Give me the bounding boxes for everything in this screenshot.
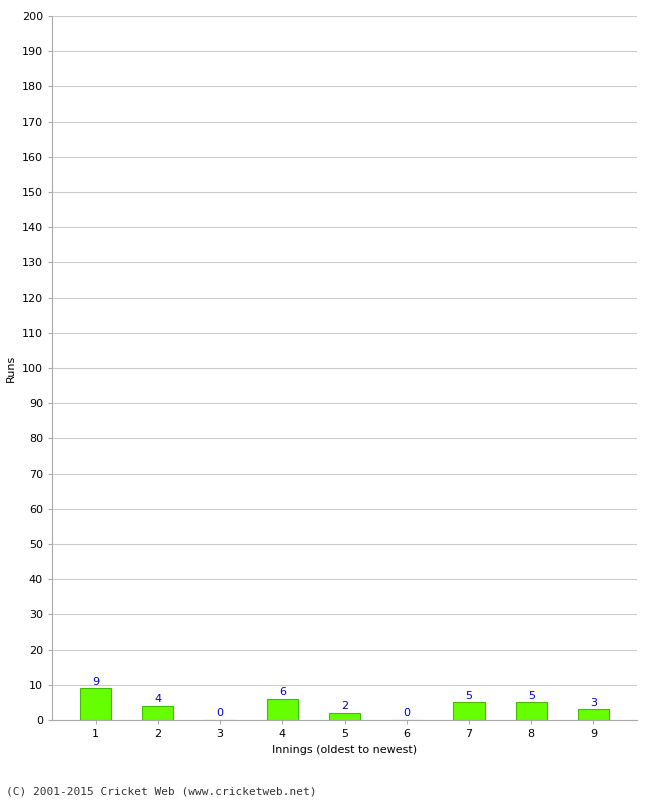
Text: (C) 2001-2015 Cricket Web (www.cricketweb.net): (C) 2001-2015 Cricket Web (www.cricketwe… — [6, 786, 317, 796]
Bar — [80, 688, 111, 720]
Y-axis label: Runs: Runs — [6, 354, 16, 382]
Bar — [515, 702, 547, 720]
Bar — [578, 710, 609, 720]
Text: 6: 6 — [279, 687, 286, 697]
Bar — [329, 713, 360, 720]
Bar — [266, 699, 298, 720]
Text: 2: 2 — [341, 701, 348, 711]
Text: 5: 5 — [465, 690, 473, 701]
Text: 5: 5 — [528, 690, 535, 701]
Text: 9: 9 — [92, 677, 99, 686]
Text: 0: 0 — [216, 708, 224, 718]
Bar — [142, 706, 174, 720]
Text: 4: 4 — [154, 694, 161, 704]
X-axis label: Innings (oldest to newest): Innings (oldest to newest) — [272, 745, 417, 754]
Bar — [454, 702, 484, 720]
Text: 0: 0 — [403, 708, 410, 718]
Text: 3: 3 — [590, 698, 597, 708]
